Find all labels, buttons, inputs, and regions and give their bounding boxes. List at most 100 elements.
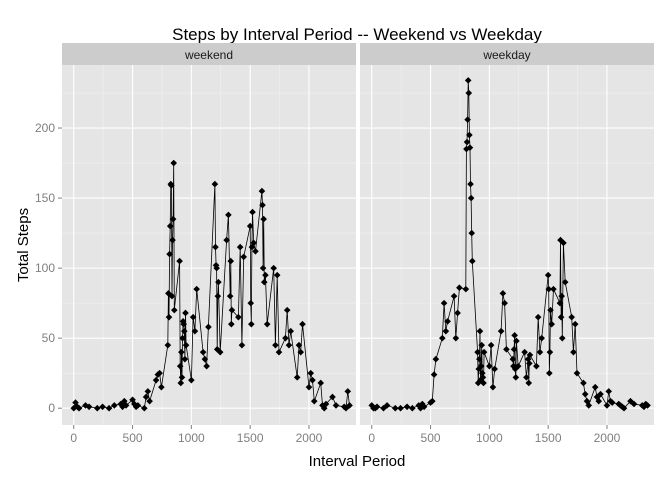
data-point: [259, 264, 267, 272]
data-point: [503, 346, 510, 353]
data-point: [247, 299, 255, 307]
y-tick-label: 200: [35, 121, 55, 135]
data-point: [419, 400, 426, 408]
data-point: [214, 292, 222, 300]
data-point: [199, 348, 207, 356]
data-point: [211, 180, 219, 188]
data-point: [259, 201, 266, 209]
data-point: [464, 77, 472, 84]
plot-area-weekday: [360, 65, 654, 425]
x-tick-label: 500: [123, 431, 143, 445]
data-point: [491, 365, 498, 373]
data-point: [591, 383, 599, 391]
data-point: [477, 362, 485, 370]
data-point: [142, 393, 150, 401]
data-point: [439, 334, 446, 342]
data-point: [164, 341, 172, 349]
data-point: [141, 404, 148, 412]
data-point: [182, 341, 190, 349]
data-point: [178, 348, 185, 356]
data-point: [263, 320, 271, 328]
data-point: [99, 403, 106, 411]
data-point: [479, 374, 487, 381]
x-tick-label: 1500: [535, 431, 562, 445]
data-point: [176, 362, 184, 370]
data-point: [456, 284, 463, 292]
chart-title: Steps by Interval Period -- Weekend vs W…: [172, 25, 542, 44]
data-point: [240, 253, 247, 261]
data-point: [344, 388, 352, 395]
data-point: [534, 313, 542, 321]
data-point: [442, 327, 450, 335]
data-point: [444, 318, 451, 325]
data-point: [468, 229, 476, 237]
data-point: [568, 313, 575, 321]
data-point: [180, 320, 188, 328]
data-point: [329, 393, 336, 401]
data-point: [536, 348, 544, 356]
data-point: [225, 211, 232, 219]
data-point: [420, 403, 428, 411]
data-point: [295, 341, 303, 349]
data-point: [526, 360, 533, 367]
data-point: [228, 320, 235, 328]
data-point: [580, 379, 587, 387]
data-point: [556, 299, 564, 307]
data-point: [462, 285, 470, 293]
data-point: [188, 376, 195, 384]
data-point: [513, 337, 520, 345]
data-point: [644, 402, 651, 409]
data-point: [166, 222, 174, 230]
x-tick-label: 2000: [296, 431, 323, 445]
data-point: [510, 346, 518, 353]
data-point: [168, 182, 175, 189]
data-point: [169, 215, 177, 223]
data-point: [538, 334, 545, 342]
data-point: [201, 355, 209, 363]
data-point: [70, 404, 78, 412]
data-point: [474, 379, 482, 387]
data-point: [480, 379, 487, 387]
data-point: [509, 355, 517, 363]
data-point: [346, 402, 353, 409]
data-point: [474, 348, 481, 356]
data-point: [307, 369, 315, 377]
data-point: [144, 388, 152, 395]
data-point: [486, 362, 493, 370]
data-point: [397, 404, 404, 412]
data-point: [320, 404, 328, 412]
data-point: [526, 351, 534, 359]
data-point: [134, 402, 142, 409]
data-point: [403, 403, 411, 411]
data-point: [501, 299, 508, 307]
data-point: [546, 369, 553, 377]
data-point: [216, 348, 224, 356]
data-point: [122, 402, 130, 409]
data-point: [287, 327, 295, 335]
data-point: [309, 376, 316, 384]
data-point: [342, 404, 350, 412]
data-point: [452, 334, 460, 342]
x-axis-title: Interval Period: [309, 453, 406, 470]
data-point: [82, 402, 89, 409]
data-point: [299, 320, 306, 328]
data-point: [252, 248, 259, 255]
data-point: [282, 334, 289, 342]
data-point: [487, 341, 495, 349]
data-point: [630, 400, 638, 408]
data-point: [332, 402, 340, 409]
data-point: [297, 348, 305, 356]
data-point: [212, 262, 220, 269]
data-point: [466, 131, 473, 139]
x-tick-label: 2000: [594, 431, 621, 445]
data-point: [248, 320, 255, 328]
data-point: [171, 306, 178, 314]
data-point: [238, 341, 246, 349]
data-point: [430, 371, 438, 378]
data-point: [168, 292, 176, 300]
data-point: [272, 341, 279, 349]
data-point: [583, 397, 591, 405]
data-point: [469, 257, 476, 265]
data-point: [489, 383, 497, 391]
data-point: [165, 313, 173, 321]
